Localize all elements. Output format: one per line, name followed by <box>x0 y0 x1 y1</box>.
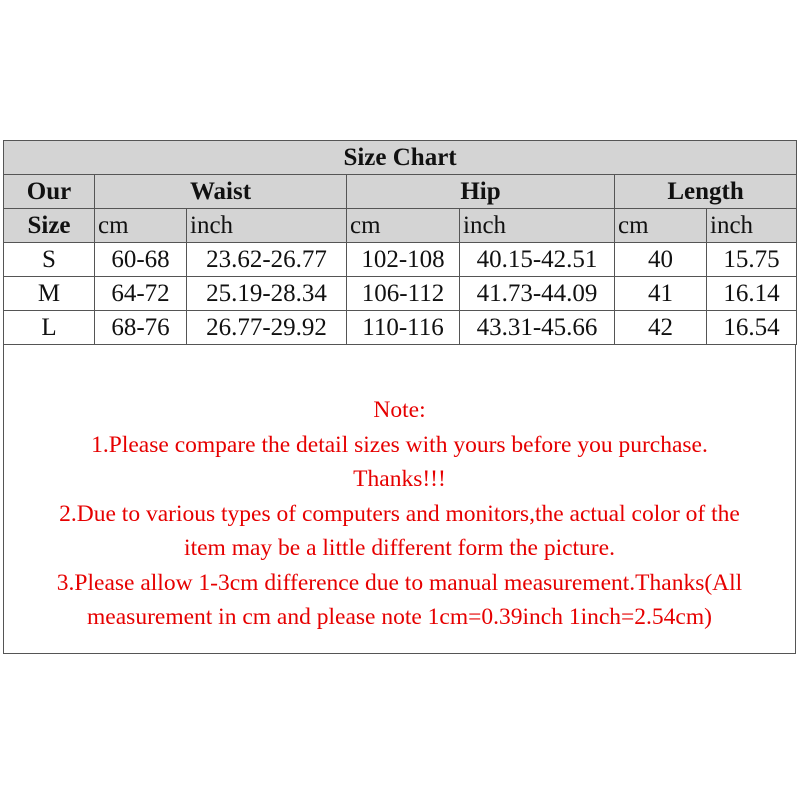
table-row: M 64-72 25.19-28.34 106-112 41.73-44.09 41 16.… <box>3 276 798 311</box>
table-cell: 110-116 <box>346 310 460 345</box>
table-cell: 60-68 <box>94 242 187 277</box>
table-cell: L <box>3 310 95 345</box>
table-cell: 25.19-28.34 <box>186 276 347 311</box>
unit-header: cm <box>346 208 460 243</box>
table-cell: 43.31-45.66 <box>459 310 615 345</box>
table-cell: 26.77-29.92 <box>186 310 347 345</box>
table-row: L 68-76 26.77-29.92 110-116 43.31-45.66 42 16.… <box>3 310 798 345</box>
table-cell: 15.75 <box>705 242 798 277</box>
header-our: Our <box>3 174 95 209</box>
unit-header: cm <box>614 208 707 243</box>
table-cell: 40.15-42.51 <box>459 242 615 277</box>
note-line: 2.Due to various types of computers and … <box>59 500 740 527</box>
table-cell: 42 <box>614 310 707 345</box>
table-title: Size Chart <box>2 140 798 175</box>
note-box: Note: 1.Please compare the detail sizes … <box>3 345 796 654</box>
table-cell: S <box>3 242 95 277</box>
unit-header: cm <box>94 208 187 243</box>
note-line: Note: <box>373 397 426 423</box>
note-line: 3.Please allow 1-3cm difference due to m… <box>56 569 743 596</box>
table-cell: 16.14 <box>705 276 798 311</box>
table-cell: 102-108 <box>346 242 460 277</box>
header-waist: Waist <box>94 174 347 209</box>
header-hip: Hip <box>346 174 615 209</box>
table-cell: 68-76 <box>94 310 187 345</box>
unit-header: inch <box>459 208 615 243</box>
table-cell: 40 <box>614 242 707 277</box>
note-line: 1.Please compare the detail sizes with y… <box>91 431 708 458</box>
size-chart: Size Chart Our Waist Hip Length Size cm … <box>2 140 798 654</box>
table-row: S 60-68 23.62-26.77 102-108 40.15-42.51 40 15.… <box>3 242 798 277</box>
note-line: Thanks!!! <box>353 466 446 492</box>
header-size: Size <box>3 208 95 243</box>
table-cell: 106-112 <box>346 276 460 311</box>
header-length: Length <box>613 174 798 209</box>
note-line: item may be a little different form the … <box>184 535 615 561</box>
table-cell: 41 <box>614 276 707 311</box>
size-chart-table: Size Chart Our Waist Hip Length Size cm … <box>2 140 798 345</box>
table-cell: 16.54 <box>705 310 798 345</box>
table-cell: 23.62-26.77 <box>186 242 347 277</box>
table-cell: 64-72 <box>94 276 187 311</box>
unit-header: inch <box>186 208 347 243</box>
table-cell: 41.73-44.09 <box>459 276 615 311</box>
unit-header: inch <box>705 208 798 243</box>
table-cell: M <box>3 276 95 311</box>
note-line: measurement in cm and please note 1cm=0.… <box>87 604 712 630</box>
